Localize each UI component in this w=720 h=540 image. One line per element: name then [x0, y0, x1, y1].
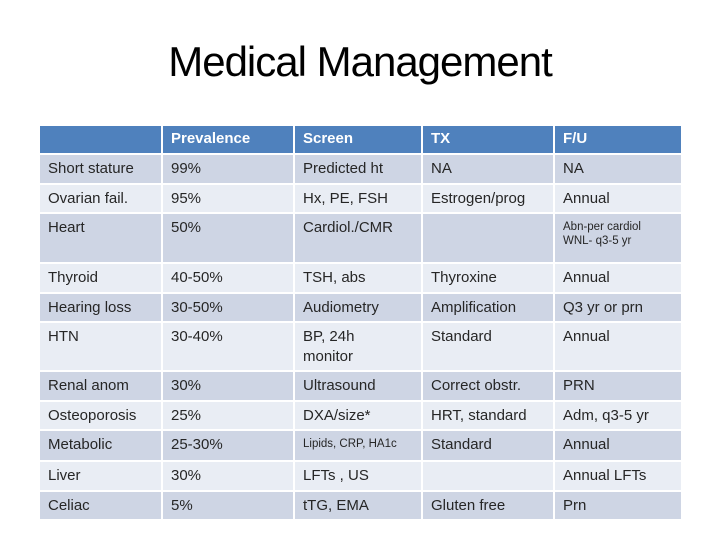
- table-cell: 25-30%: [163, 431, 293, 460]
- table-cell: Predicted ht: [295, 155, 421, 183]
- row-label: HTN: [40, 323, 161, 370]
- row-label: Osteoporosis: [40, 401, 161, 429]
- table-row: Liver 30% LFTs , US Annual LFTs: [40, 462, 681, 490]
- table-body: Short stature 99% Predicted ht NA NA Ovarian …: [40, 155, 681, 519]
- column-header: TX: [423, 126, 553, 153]
- table-row: Metabolic 25-30% Lipids, CRP, HA1c Standard…: [40, 431, 681, 460]
- table-cell: TSH, abs: [295, 264, 421, 292]
- table-cell: Annual: [555, 431, 681, 460]
- table-cell: Annual: [555, 184, 681, 212]
- table-cell: NA: [555, 155, 681, 183]
- table-cell: 99%: [163, 155, 293, 183]
- table-cell: Hx, PE, FSH: [295, 184, 421, 212]
- table-cell: 5%: [163, 491, 293, 519]
- table-row: Short stature 99% Predicted ht NA NA: [40, 155, 681, 183]
- table-cell: HRT, standard: [423, 401, 553, 429]
- table-cell: Lipids, CRP, HA1c: [295, 431, 421, 460]
- table-cell: tTG, EMA: [295, 491, 421, 519]
- medical-management-table: Prevalence Screen TX F/U Short stature 99% Pr…: [38, 124, 683, 521]
- table-cell: Adm, q3-5 yr: [555, 401, 681, 429]
- table-cell: Gluten free: [423, 491, 553, 519]
- table-cell: 50%: [163, 214, 293, 262]
- table-cell: 40-50%: [163, 264, 293, 292]
- table-cell: Audiometry: [295, 293, 421, 321]
- table-cell: Correct obstr.: [423, 372, 553, 400]
- table-row: Heart 50% Cardiol./CMR Abn-per cardiol WNL-…: [40, 214, 681, 262]
- table-header: Prevalence Screen TX F/U: [40, 126, 681, 153]
- table-cell: 30-50%: [163, 293, 293, 321]
- table-row: Thyroid 40-50% TSH, abs Thyroxine Annual: [40, 264, 681, 292]
- column-header: Prevalence: [163, 126, 293, 153]
- table-cell: 30%: [163, 462, 293, 490]
- table-header-row: Prevalence Screen TX F/U: [40, 126, 681, 153]
- table-cell: Standard: [423, 323, 553, 370]
- row-label: Hearing loss: [40, 293, 161, 321]
- corner-header-cell: [40, 126, 161, 153]
- table-cell: Annual LFTs: [555, 462, 681, 490]
- table-row: HTN 30-40% BP, 24h monitor Standard Annual: [40, 323, 681, 370]
- table-row: Ovarian fail. 95% Hx, PE, FSH Estrogen/prog…: [40, 184, 681, 212]
- table-cell: Annual: [555, 264, 681, 292]
- row-label: Liver: [40, 462, 161, 490]
- row-label: Heart: [40, 214, 161, 262]
- table-cell: Standard: [423, 431, 553, 460]
- table-cell: Prn: [555, 491, 681, 519]
- row-label: Metabolic: [40, 431, 161, 460]
- row-label: Renal anom: [40, 372, 161, 400]
- table-cell: Cardiol./CMR: [295, 214, 421, 262]
- table-cell: 30-40%: [163, 323, 293, 370]
- table-cell: [423, 462, 553, 490]
- table-cell: LFTs , US: [295, 462, 421, 490]
- table-cell: Amplification: [423, 293, 553, 321]
- table-cell: Ultrasound: [295, 372, 421, 400]
- table-row: Renal anom 30% Ultrasound Correct obstr. PRN: [40, 372, 681, 400]
- table-cell: Thyroxine: [423, 264, 553, 292]
- table-cell: BP, 24h monitor: [295, 323, 421, 370]
- column-header: Screen: [295, 126, 421, 153]
- table-row: Celiac 5% tTG, EMA Gluten free Prn: [40, 491, 681, 519]
- table-cell: Abn-per cardiol WNL- q3-5 yr: [555, 214, 681, 262]
- row-label: Short stature: [40, 155, 161, 183]
- table-cell: 30%: [163, 372, 293, 400]
- table-cell: NA: [423, 155, 553, 183]
- table-cell: Q3 yr or prn: [555, 293, 681, 321]
- column-header: F/U: [555, 126, 681, 153]
- table-cell: PRN: [555, 372, 681, 400]
- row-label: Celiac: [40, 491, 161, 519]
- table-cell: Estrogen/prog: [423, 184, 553, 212]
- table-row: Osteoporosis 25% DXA/size* HRT, standard Adm…: [40, 401, 681, 429]
- page-title: Medical Management: [168, 38, 553, 85]
- row-label: Ovarian fail.: [40, 184, 161, 212]
- table-cell: 25%: [163, 401, 293, 429]
- table-cell: Annual: [555, 323, 681, 370]
- table-cell: DXA/size*: [295, 401, 421, 429]
- table-row: Hearing loss 30-50% Audiometry Amplificatio…: [40, 293, 681, 321]
- table-cell: [423, 214, 553, 262]
- row-label: Thyroid: [40, 264, 161, 292]
- table-cell: 95%: [163, 184, 293, 212]
